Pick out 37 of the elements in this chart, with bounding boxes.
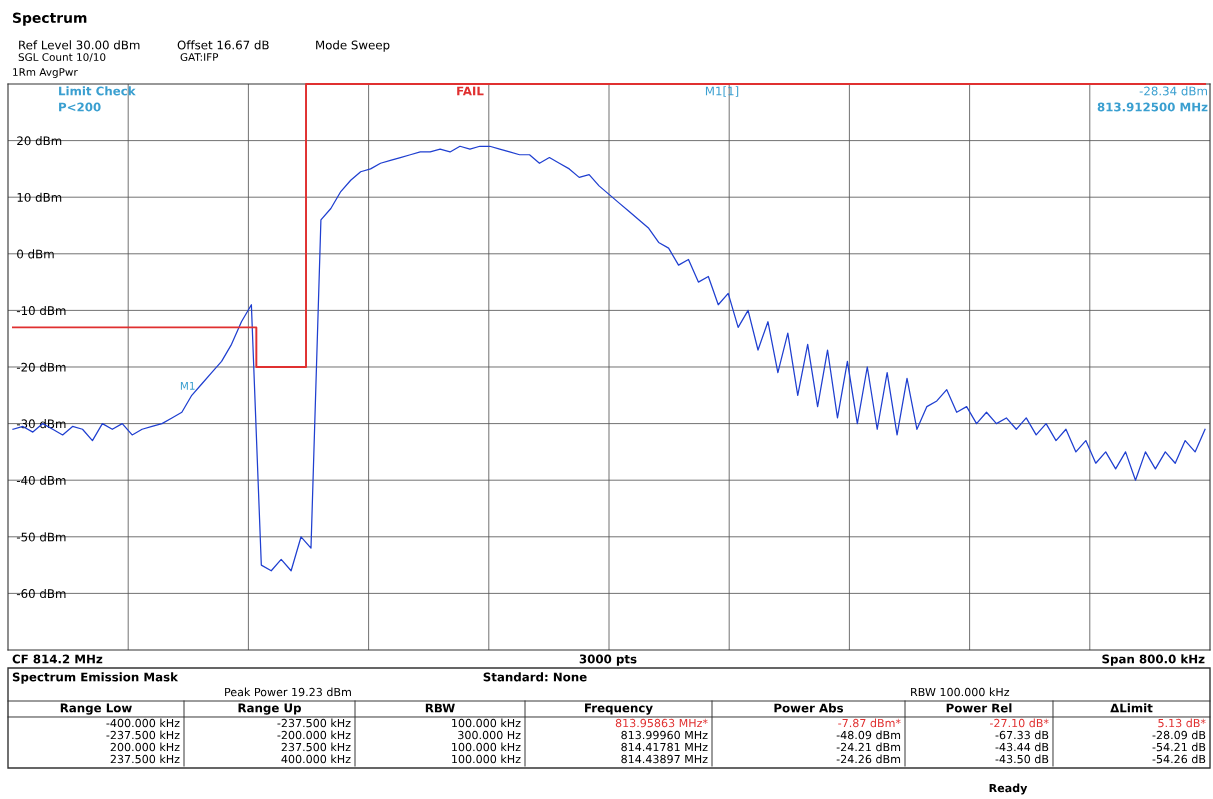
text: RBW 100.000 kHz bbox=[911, 687, 1010, 697]
text: Span 800.0 kHz bbox=[1102, 654, 1205, 666]
text: Spectrum bbox=[13, 12, 87, 26]
text: Ready bbox=[989, 783, 1028, 795]
text: Offset 16.67 dB bbox=[177, 40, 269, 50]
text: 200.000 kHz 237.500 kHz 100.000 kHz 814.41781 MHz -24.21 dBm -43.44 dB -54.21 dB bbox=[110, 742, 1206, 752]
text: Range Low Range Up RBW Frequency Power Abs Power Rel ΔLimit bbox=[60, 703, 1153, 715]
y-tick-label: 20 dBm bbox=[17, 136, 62, 146]
text: Standard: None bbox=[483, 672, 587, 682]
y-tick-label: -50 dBm bbox=[16, 532, 66, 542]
y-tick-label: 10 dBm bbox=[17, 192, 62, 202]
text: Peak Power 19.23 dBm bbox=[225, 687, 351, 697]
y-tick-label: -40 dBm bbox=[16, 475, 66, 485]
annotation: Limit Check bbox=[59, 86, 136, 96]
text: CF 814.2 MHz bbox=[12, 654, 103, 664]
text: Ref Level 30.00 dBm bbox=[19, 40, 140, 50]
annotation: -28.34 dBm bbox=[1139, 86, 1207, 96]
text: -400.000 kHz -237.500 kHz 100.000 kHz 813.95863 MHz* -7.87 dBm* -27.10 dB* 5.13 dB* bbox=[106, 718, 1206, 728]
y-tick-label: -30 dBm bbox=[16, 419, 66, 429]
y-tick-label: -20 dBm bbox=[16, 362, 66, 372]
annotation: M1 bbox=[180, 382, 195, 390]
y-tick-label: -60 dBm bbox=[16, 588, 66, 599]
line-series bbox=[12, 145, 1206, 572]
annotation: P<200 bbox=[59, 102, 101, 112]
text: -237.500 kHz -200.000 kHz 300.000 Hz 813.99960 MHz -48.09 dBm -67.33 dB -28.09 dB bbox=[106, 730, 1206, 740]
text: Mode Sweep bbox=[316, 40, 390, 52]
annotation: 813.912500 MHz bbox=[1097, 102, 1208, 112]
y-tick-label: 0 dBm bbox=[17, 249, 54, 259]
y-tick-label: -10 dBm bbox=[16, 305, 66, 316]
text: 237.500 kHz 400.000 kHz 100.000 kHz 814.43897 MHz -24.26 dBm -43.50 dB -54.26 dB bbox=[110, 754, 1206, 764]
annotation: FAIL bbox=[457, 86, 484, 96]
text: Spectrum Emission Mask bbox=[12, 672, 179, 684]
text: GAT:IFP bbox=[180, 53, 219, 62]
text: 1Rm AvgPwr bbox=[13, 68, 78, 79]
text: 3000 pts bbox=[579, 654, 637, 666]
annotation: M1[1] bbox=[705, 86, 739, 97]
text: SGL Count 10/10 bbox=[18, 53, 106, 62]
